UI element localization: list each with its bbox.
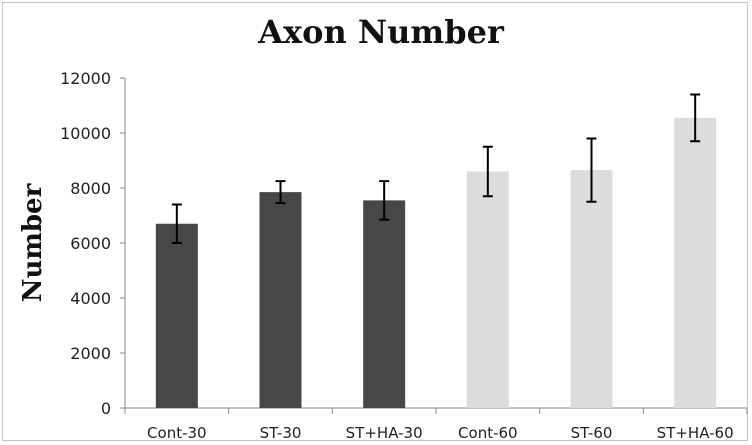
chart-title: Axon Number	[257, 13, 505, 51]
x-tick-label: ST-60	[571, 424, 613, 442]
bar-st-30	[259, 192, 302, 408]
axes	[120, 77, 748, 414]
y-tick-label: 0	[101, 399, 111, 418]
y-tick-label: 10000	[60, 124, 111, 143]
y-tick-label: 2000	[70, 344, 111, 363]
error-bar	[171, 203, 182, 244]
error-bar	[275, 180, 286, 205]
bar-cont-30	[155, 223, 198, 408]
error-bar	[586, 137, 597, 203]
x-tick-labels: Cont-30 ST-30 ST+HA-30 Cont-60 ST-60 ST+HA-60	[147, 424, 734, 442]
axon-number-bar-chart: Axon Number Number 0 2000 4000 6000 8000 1000…	[18, 13, 748, 442]
bar-cont-60	[466, 171, 509, 408]
y-tick-label: 12000	[60, 69, 111, 88]
bars	[155, 117, 717, 408]
y-tick-labels: 0 2000 4000 6000 8000 10000 12000	[60, 69, 111, 418]
y-axis-label: Number	[18, 183, 48, 302]
x-tick-label: Cont-30	[147, 424, 207, 442]
x-tick-label: Cont-60	[458, 424, 518, 442]
y-tick-label: 6000	[70, 234, 111, 253]
error-bar	[690, 93, 701, 143]
bar-st-60	[570, 170, 613, 408]
error-bars	[171, 93, 701, 244]
bar-st-ha-30	[363, 200, 406, 408]
bar-st-ha-60	[674, 117, 717, 408]
x-tick-label: ST+HA-30	[346, 424, 423, 442]
x-tick-label: ST-30	[260, 424, 302, 442]
x-tick-label: ST+HA-60	[657, 424, 734, 442]
y-tick-label: 4000	[70, 289, 111, 308]
error-bar	[379, 180, 390, 221]
y-tick-label: 8000	[70, 179, 111, 198]
error-bar	[482, 145, 493, 198]
